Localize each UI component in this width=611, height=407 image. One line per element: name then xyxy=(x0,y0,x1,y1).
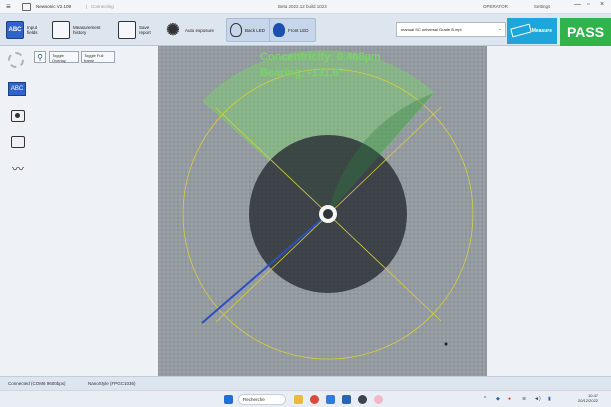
outer-guide-circle xyxy=(182,68,474,360)
sidebar-chart-button[interactable]: 〰 xyxy=(8,160,28,176)
title-bar: ≡ Newsonic V2.109 | Connecting Beta 2022… xyxy=(0,0,611,14)
bulb-outline-icon xyxy=(230,23,242,37)
measurement-history-button[interactable]: Measurement history xyxy=(52,18,103,42)
abc-icon: ABC xyxy=(6,21,24,39)
camera-app-icon[interactable] xyxy=(358,395,367,404)
left-sidebar: ABC 〰 xyxy=(0,72,38,376)
title-separator: | xyxy=(86,4,88,9)
volume-icon[interactable]: ◄) xyxy=(534,396,541,402)
toggle-overlay-button[interactable]: Toggle Overlay xyxy=(49,51,79,63)
taskbar-search[interactable]: Recherche xyxy=(238,394,286,405)
ruler-icon xyxy=(510,23,532,38)
file-explorer-icon[interactable] xyxy=(294,395,303,404)
endface-image: Concentricity: 0.468µm Bearing: -131.6° xyxy=(158,46,487,376)
minimize-button[interactable]: — xyxy=(574,1,581,8)
hamburger-menu-icon[interactable]: ≡ xyxy=(6,2,11,11)
status-bar: Connected (COM6 9600bps) NanoStyle (FPGC… xyxy=(0,376,611,390)
sidebar-abc-button[interactable]: ABC xyxy=(8,82,26,96)
core-center xyxy=(323,209,333,219)
wifi-icon[interactable]: ≋ xyxy=(522,396,527,402)
os-taskbar: Recherche ^ ◆ ● ≋ ◄) ▮ 10:47 20/12/2022 xyxy=(0,390,611,407)
gear-icon[interactable] xyxy=(8,52,24,68)
chevron-up-icon[interactable]: ^ xyxy=(484,396,487,402)
sun-icon: ✺ xyxy=(166,21,180,39)
app-icon[interactable] xyxy=(342,395,351,404)
history-list-icon xyxy=(11,136,25,148)
bulb-filled-icon xyxy=(273,23,285,37)
connection-status: Connecting xyxy=(91,4,114,9)
network-app-icon[interactable]: ◆ xyxy=(496,396,500,402)
save-report-button[interactable]: Save report xyxy=(118,18,155,42)
port-status: NanoStyle (FPGC1036) xyxy=(88,381,136,386)
sidebar-camera-button[interactable] xyxy=(8,108,28,124)
app-name: Newsonic V2.109 xyxy=(36,4,72,9)
defect-spot xyxy=(444,342,448,346)
settings-button[interactable]: Settings xyxy=(534,4,551,9)
toggle-full-frame-button[interactable]: Toggle Full frame xyxy=(81,51,115,63)
history-icon xyxy=(52,21,70,39)
bearing-line xyxy=(201,213,329,324)
concentricity-label: Concentricity: 0.468µm xyxy=(260,51,381,63)
back-led-button[interactable]: Back LED xyxy=(226,18,273,42)
bearing-sector xyxy=(202,50,435,215)
measure-button[interactable]: Measure xyxy=(507,18,557,44)
chevron-down-icon: ⌄ xyxy=(497,26,502,32)
build-label: Beta 2022.12 build 1023 xyxy=(278,4,327,9)
auto-exposure-button[interactable]: ✺ Auto exposure xyxy=(164,18,219,42)
search-label: Recherche xyxy=(243,397,265,402)
zoom-icon[interactable]: ⚲ xyxy=(34,51,46,63)
operator-button[interactable]: OPERATOR xyxy=(483,4,508,9)
input-fields-label: Input fields xyxy=(27,25,38,35)
sidebar-abc-label: ABC xyxy=(10,86,24,92)
auto-exposure-label: Auto exposure xyxy=(185,27,215,33)
close-button[interactable]: × xyxy=(600,1,605,8)
pass-badge: PASS xyxy=(560,18,611,46)
clock[interactable]: 10:47 20/12/2022 xyxy=(578,393,598,403)
home-icon[interactable] xyxy=(22,3,31,11)
fiber-profile-select[interactable]: manual SC universal Grade B.mpi ⌄ xyxy=(396,22,506,37)
camera-icon xyxy=(11,110,25,122)
bearing-label: Bearing: -131.6° xyxy=(260,67,343,79)
view-tools: ⚲ Toggle Overlay Toggle Full frame xyxy=(0,46,158,72)
front-led-label: Front LED xyxy=(288,27,309,33)
measure-label: Measure xyxy=(531,28,552,34)
security-icon[interactable]: ● xyxy=(508,396,512,402)
save-report-icon xyxy=(118,21,136,39)
line-chart-icon: 〰 xyxy=(11,161,24,176)
back-led-label: Back LED xyxy=(245,27,266,33)
toggle-overlay-label: Toggle Overlay xyxy=(52,53,66,63)
camera-status: Connected (COM6 9600bps) xyxy=(8,381,66,386)
maximize-button[interactable]: ▫ xyxy=(587,1,590,8)
store-icon[interactable] xyxy=(326,395,335,404)
clock-date: 20/12/2022 xyxy=(578,398,599,403)
save-report-label: Save report xyxy=(139,25,151,35)
fiber-endface-view[interactable]: Concentricity: 0.468µm Bearing: -131.6° xyxy=(158,46,487,376)
start-icon[interactable] xyxy=(224,395,233,404)
sector-overlap xyxy=(328,93,434,214)
fiber-profile-value: manual SC universal Grade B.mpi xyxy=(401,27,462,32)
input-fields-button[interactable]: ABC Input fields xyxy=(6,18,43,42)
toggle-full-frame-label: Toggle Full frame xyxy=(84,53,104,63)
front-led-button[interactable]: Front LED xyxy=(269,18,316,42)
clock-time: 10:47 xyxy=(588,393,599,398)
sidebar-history-button[interactable] xyxy=(8,134,28,150)
measurement-history-label: Measurement history xyxy=(73,25,101,35)
browser-icon[interactable] xyxy=(310,395,319,404)
photos-icon[interactable] xyxy=(374,395,383,404)
battery-icon[interactable]: ▮ xyxy=(548,396,551,402)
